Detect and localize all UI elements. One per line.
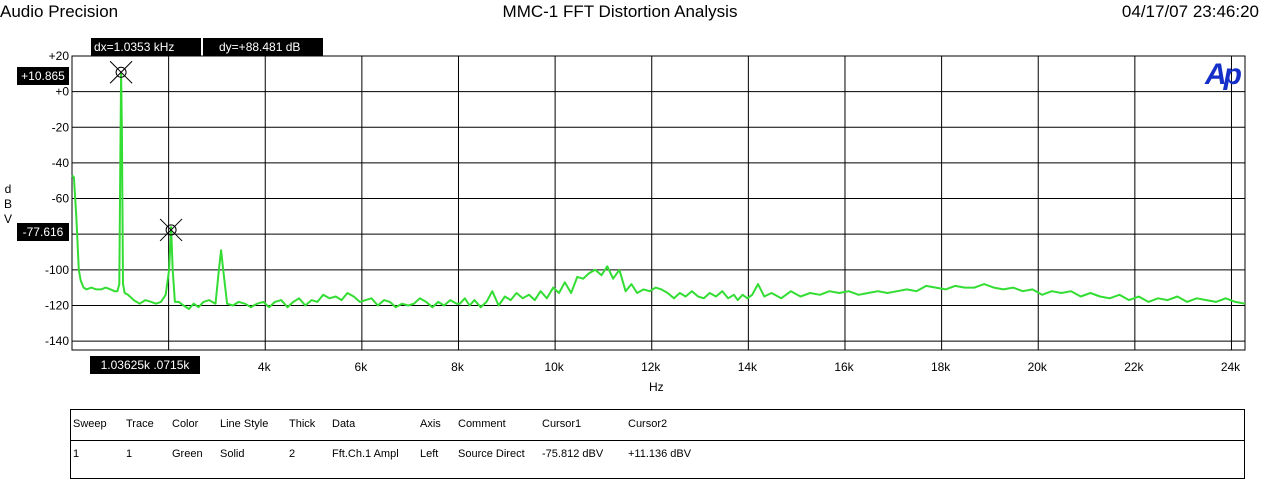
legend-table: Sweep Trace Color Line Style Thick Data Axis Co…	[70, 409, 1245, 479]
cursor-x-readout: 1.03625k .0715k	[90, 356, 200, 374]
x-tick-label: 4k	[258, 360, 272, 374]
chart-grid	[71, 55, 1245, 350]
fft-chart[interactable]: +20 +0 -20 -40 -60 -100 -120 -140 4k 6k 8k 10k 12k 1…	[0, 0, 1267, 405]
legend-header-cell: Color	[172, 418, 199, 430]
legend-row-cell: Left	[420, 448, 439, 460]
dx-readout: dx=1.0353 kHz	[91, 38, 201, 56]
x-tick-labels: 4k 6k 8k 10k 12k 14k 16k 18k 20k 22k 24k	[258, 360, 1241, 374]
dy-readout: dy=+88.481 dB	[203, 38, 323, 56]
y-tick-labels: +20 +0 -20 -40 -60 -100 -120 -140	[45, 49, 69, 348]
cursor1-y-readout: +10.865	[17, 67, 69, 85]
legend-row-cell: -75.812 dBV	[542, 448, 604, 460]
y-tick-label: -60	[52, 192, 70, 206]
legend-header-cell: Cursor2	[628, 418, 668, 430]
x-tick-label: 8k	[451, 360, 465, 374]
cursor-marker[interactable]	[109, 60, 133, 84]
chart-cursors[interactable]	[109, 60, 183, 242]
legend-header-cell: Comment	[458, 418, 506, 430]
fft-trace-line	[71, 71, 1246, 310]
chart-title: MMC-1 FFT Distortion Analysis	[502, 2, 738, 21]
cursor-marker[interactable]	[159, 218, 183, 242]
cursor2-y-readout: -77.616	[17, 223, 69, 241]
cursor-marker-cross	[109, 60, 133, 84]
legend-header-cell: Thick	[289, 418, 316, 430]
y-axis-label-char: d	[4, 182, 12, 196]
timestamp: 04/17/07 23:46:20	[1121, 2, 1259, 21]
legend-header-cell: Trace	[126, 418, 154, 430]
cursor-marker-circle	[165, 224, 177, 236]
x-tick-label: 6k	[355, 360, 369, 374]
legend-row-cell: Green	[172, 448, 203, 460]
cursor-marker-circle	[115, 66, 127, 78]
legend-row-cell: +11.136 dBV	[628, 448, 692, 460]
legend-row-cell: Solid	[220, 448, 245, 460]
x-tick-label: 24k	[1221, 360, 1241, 374]
cursor-marker-cross	[159, 218, 183, 242]
x-tick-label: 20k	[1028, 360, 1048, 374]
y-axis-label-char: B	[3, 197, 12, 211]
x-tick-label: 18k	[931, 360, 951, 374]
plot-area[interactable]	[71, 55, 1246, 351]
legend-row-cell: 1	[73, 448, 80, 460]
legend-row-cell: Fft.Ch.1 Ampl	[332, 448, 399, 460]
legend-row-cell: Source Direct	[458, 448, 525, 460]
legend-header-cell: Axis	[420, 418, 441, 430]
x-tick-label: 22k	[1124, 360, 1144, 374]
legend-header-cell: Cursor1	[542, 418, 582, 430]
legend-header-cell: Line Style	[220, 418, 269, 430]
x-tick-label: 10k	[544, 360, 564, 374]
y-axis-label-char: V	[3, 212, 12, 226]
y-tick-label: -40	[52, 156, 70, 170]
legend-header-cell: Sweep	[73, 418, 107, 430]
y-tick-label: -20	[52, 120, 70, 134]
y-tick-label: +0	[55, 85, 69, 99]
legend-row-cell: 2	[289, 448, 296, 460]
y-tick-label: +20	[49, 49, 70, 63]
x-tick-label: 12k	[641, 360, 661, 374]
x-axis-label: Hz	[649, 380, 664, 394]
chart-series	[71, 71, 1246, 310]
y-tick-label: -100	[45, 263, 69, 277]
x-tick-label: 16k	[834, 360, 854, 374]
y-tick-label: -120	[45, 298, 69, 312]
y-tick-label: -140	[45, 334, 69, 348]
legend-row-cell: 1	[126, 448, 133, 460]
legend-header-cell: Data	[332, 418, 356, 430]
ap-logo: Ap	[1205, 58, 1242, 91]
x-tick-label: 14k	[738, 360, 758, 374]
app-name: Audio Precision	[0, 2, 119, 21]
